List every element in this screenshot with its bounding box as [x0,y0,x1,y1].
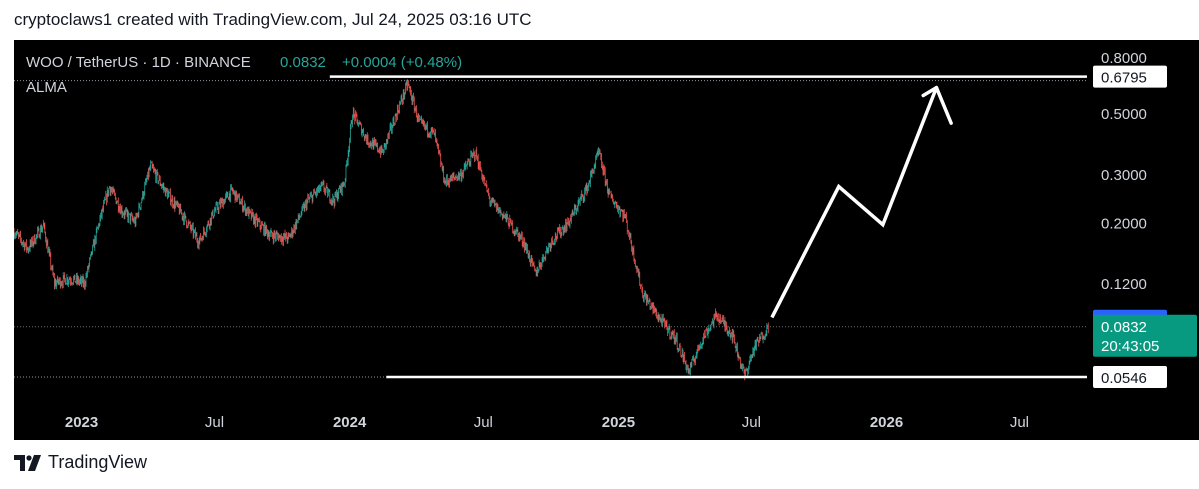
y-tick-label: 0.2000 [1101,215,1147,232]
countdown-text: 20:43:05 [1101,338,1159,355]
support-price-label-box [1093,365,1167,388]
current-price-box [1093,314,1197,357]
legend-symbol: WOO / TetherUS · 1D · BINANCE [26,54,251,71]
price-chart[interactable]: 0.8000 0.5000 0.3000 0.2000 0.1200 2023 Jul 202… [14,40,1199,440]
y-tick-label: 0.8000 [1101,50,1147,67]
y-tick-label: 0.5000 [1101,106,1147,123]
resistance-price-label-text: 0.6795 [1101,70,1147,87]
x-tick-label: Jul [205,414,224,431]
footer-brand: TradingView [48,452,148,472]
legend-price: 0.0832 [280,54,326,71]
footer: TradingView [14,452,147,473]
x-tick-label: 2024 [333,414,367,431]
x-tick-label: 2023 [65,414,98,431]
x-tick-label: Jul [474,414,493,431]
resistance-price-label-box [1093,65,1167,88]
x-tick-label: 2026 [870,414,903,431]
legend-indicator[interactable]: ALMA [26,79,67,96]
legend-change: +0.0004 (+0.48%) [342,54,462,71]
y-tick-label: 0.3000 [1101,167,1147,184]
axes-layer: 0.8000 0.5000 0.3000 0.2000 0.1200 2023 Jul 202… [65,50,1197,431]
drawings-layer [14,75,1087,379]
current-price-label: 0.0832 20:43:05 [1093,314,1197,357]
x-tick-label: Jul [742,414,761,431]
x-tick-label: Jul [1010,414,1029,431]
y-tick-label: 0.1200 [1101,276,1147,293]
resistance-price-label: 0.6795 [1093,65,1167,88]
chart-area[interactable]: 0.8000 0.5000 0.3000 0.2000 0.1200 2023 Jul 202… [14,40,1199,440]
support-price-label: 0.0546 [1093,365,1167,388]
projection-arrow-head [934,85,953,125]
projection-arrow-head [921,85,939,98]
legend-layer: WOO / TetherUS · 1D · BINANCE 0.0832 +0.… [26,54,462,96]
support-price-label-text: 0.0546 [1101,370,1147,387]
tradingview-logo-icon [14,454,41,471]
current-price-text: 0.0832 [1101,319,1147,336]
chart-caption: cryptoclaws1 created with TradingView.co… [14,10,532,29]
projection-path [770,86,939,319]
candles-layer [14,79,769,381]
x-tick-label: 2025 [602,414,635,431]
